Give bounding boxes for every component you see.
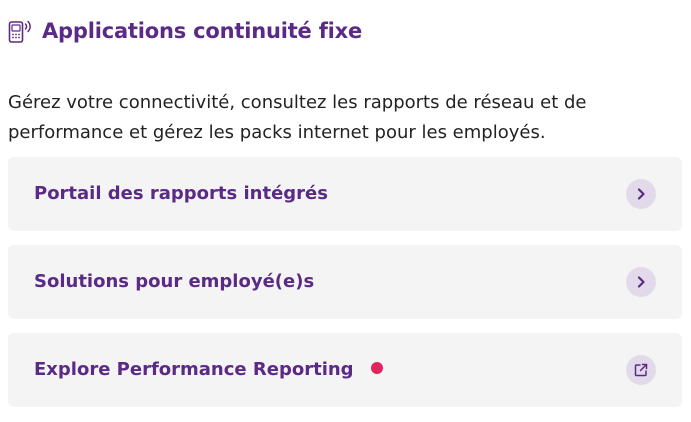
link-card-integrated-reports[interactable]: Portail des rapports intégrés [8, 157, 682, 231]
link-card-performance-reporting[interactable]: Explore Performance Reporting [8, 333, 682, 407]
link-card-label: Portail des rapports intégrés [34, 183, 328, 204]
chevron-right-icon[interactable] [626, 267, 656, 297]
notification-dot [371, 362, 383, 374]
chevron-right-icon[interactable] [626, 179, 656, 209]
section-description: Gérez votre connectivité, consultez les … [8, 92, 587, 143]
section-header: Applications continuité fixe [8, 14, 362, 48]
section-title: Applications continuité fixe [42, 19, 363, 43]
link-card-label: Solutions pour employé(e)s [34, 271, 315, 292]
link-card-employee-solutions[interactable]: Solutions pour employé(e)s [8, 245, 682, 319]
phone-signal-icon [8, 20, 31, 43]
link-card-label: Explore Performance Reporting [34, 359, 354, 380]
external-link-icon[interactable] [626, 355, 656, 385]
